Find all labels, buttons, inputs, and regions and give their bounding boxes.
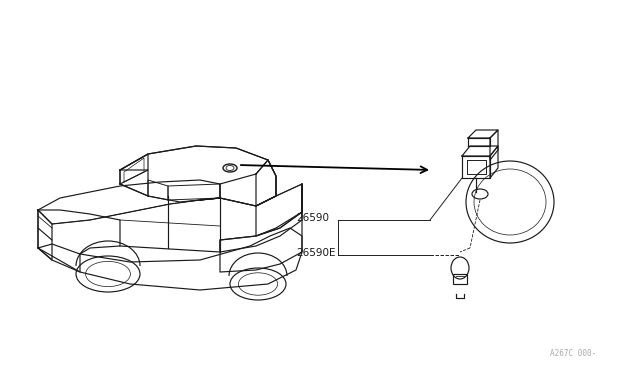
- Text: A267C 000-: A267C 000-: [550, 349, 596, 358]
- Text: 26590E: 26590E: [296, 248, 335, 258]
- Text: 26590: 26590: [296, 213, 329, 223]
- Bar: [453, 274, 467, 284]
